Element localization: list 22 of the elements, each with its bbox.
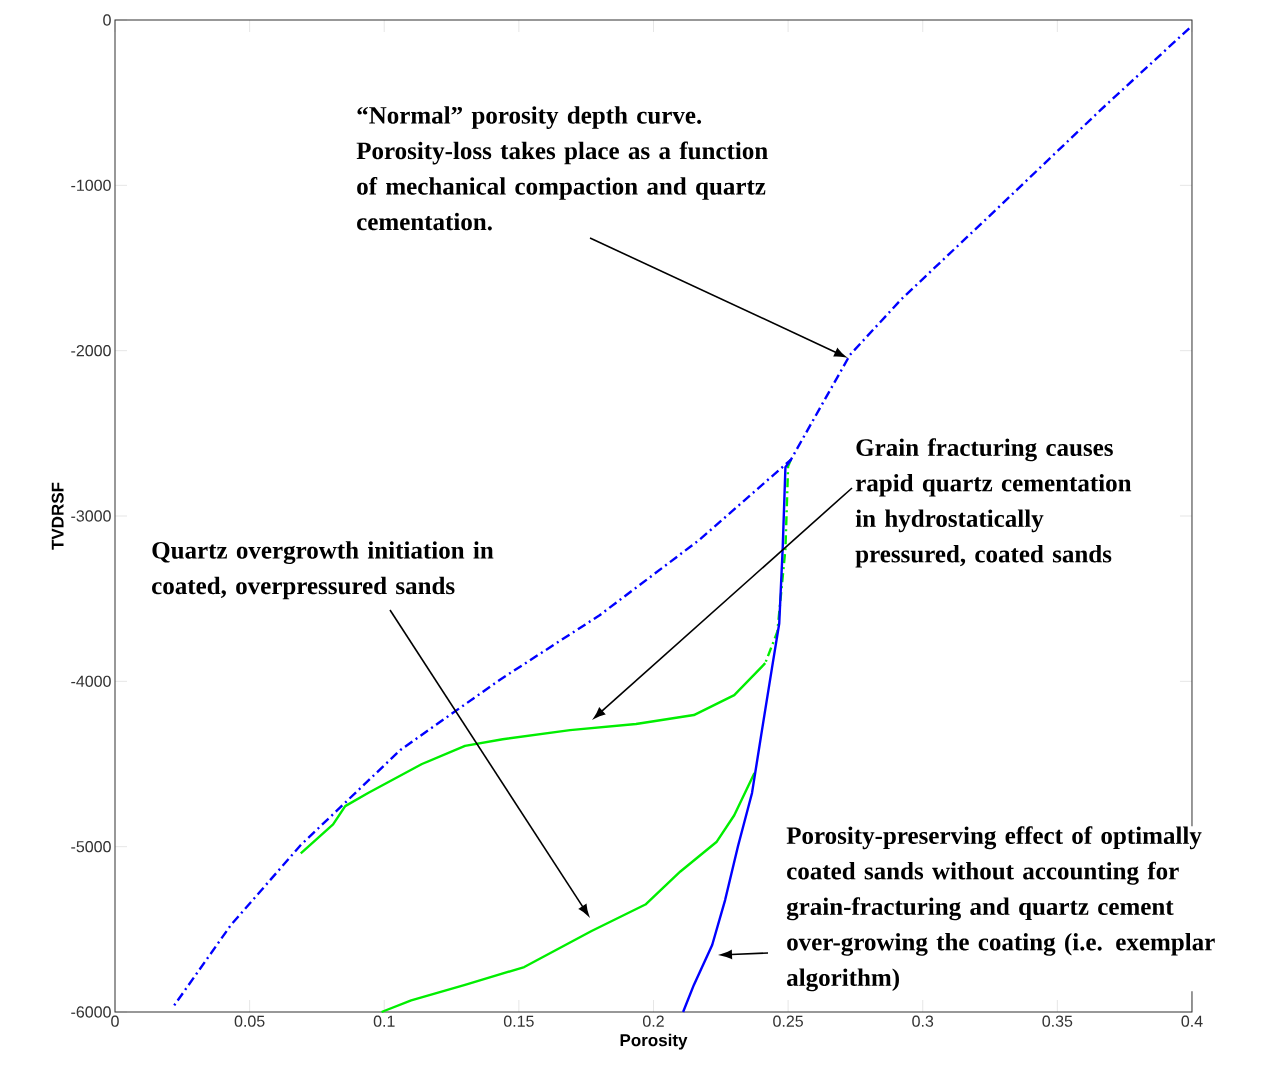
y-tick-label: -4000 [71, 675, 111, 687]
x-axis-title: Porosity [620, 1033, 688, 1050]
y-tick-label: 0 [103, 14, 111, 26]
x-tick-label: 0.05 [234, 1015, 265, 1027]
annotation: Porosity-preserving effect of optimally coated sands without accounting for grain-fracturing and quartz cement over-growing the coating (i.e. exemplar algorithm) [786, 826, 1215, 992]
y-axis-title: TVDRSF [51, 482, 64, 550]
x-tick-label: 0 [111, 1015, 119, 1027]
x-tick-label: 0.35 [1042, 1015, 1073, 1027]
x-tick-label: 0.3 [912, 1015, 934, 1027]
x-tick-label: 0.15 [503, 1015, 534, 1027]
y-tick-label: -1000 [71, 179, 111, 191]
x-tick-label: 0.2 [643, 1015, 664, 1027]
annotation: Grain fracturing causes rapid quartz cementation in hydrostatically pressured, coated sands [855, 438, 1132, 568]
annotation: Quartz overgrowth initiation in coated, overpressured sands [152, 541, 494, 600]
x-tick-label: 0.25 [773, 1015, 803, 1027]
x-tick-label: 0.1 [373, 1015, 395, 1027]
y-tick-label: -5000 [71, 841, 111, 853]
x-tick-label: 0.4 [1181, 1015, 1203, 1027]
y-tick-label: -6000 [71, 1006, 111, 1018]
y-tick-label: -2000 [71, 345, 111, 357]
annotation: “Normal” porosity depth curve. Porosity-loss takes place as a function of mechanical compaction and quartz cementation. [356, 106, 768, 231]
y-tick-label: -3000 [71, 510, 111, 522]
